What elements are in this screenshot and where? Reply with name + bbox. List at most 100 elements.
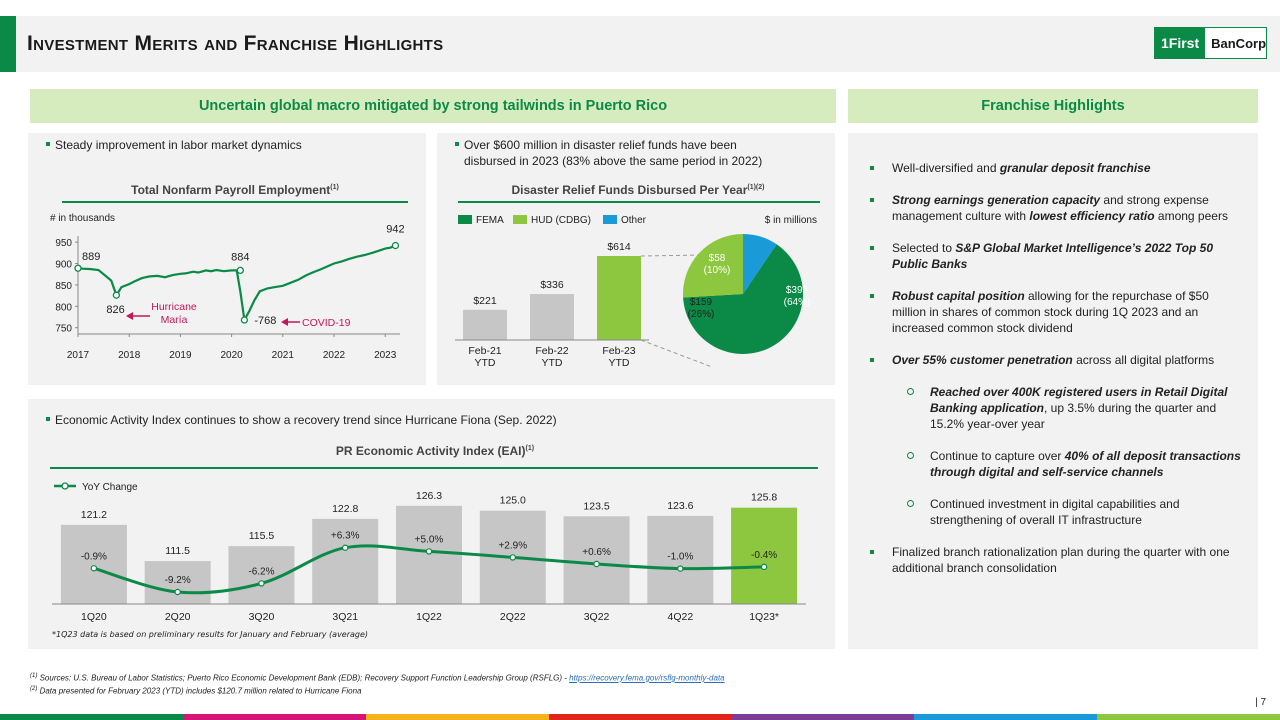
eai-category-label: 3Q21 (332, 611, 358, 623)
relief-category-label: YTD (475, 357, 496, 369)
franchise-subitem-2-text-b: 40% of all deposit transactions through … (930, 449, 1241, 479)
footnote-2: (2) Data presented for February 2023 (YT… (30, 684, 725, 697)
eai-bar-value-label: 122.8 (332, 503, 358, 515)
bullet-circle-icon (907, 388, 914, 395)
relief-bullet-line2: disbursed in 2023 (83% above the same pe… (464, 154, 763, 168)
eai-category-label: 1Q20 (81, 611, 107, 623)
relief-title-rule (458, 201, 820, 203)
relief-pie-pct-label: (64%) (784, 297, 811, 308)
franchise-item-5: Over 55% customer penetration across all… (870, 352, 1242, 368)
eai-yoy-marker (677, 565, 684, 572)
bottom-color-bar (0, 714, 1280, 720)
franchise-list: Well-diversified and granular deposit fr… (870, 160, 1242, 592)
eai-bar-value-label: 111.5 (165, 545, 190, 557)
payroll-x-tick-label: 2017 (67, 350, 90, 361)
legend-hud-swatch (513, 215, 527, 224)
eai-category-label: 4Q22 (667, 611, 693, 623)
color-bar-segment (914, 714, 1098, 720)
eai-bar (563, 516, 630, 604)
eai-yoy-label: -0.9% (81, 551, 107, 562)
franchise-item-6: Finalized branch rationalization plan du… (870, 544, 1242, 576)
relief-category-label: Feb-22 (535, 345, 568, 357)
relief-legend: FEMA HUD (CDBG) Other $ in millions (458, 215, 817, 226)
eai-category-label: 1Q23* (749, 611, 779, 623)
payroll-y-tick-label: 900 (55, 260, 72, 271)
franchise-item-4-text-b: allowing for the repurchase of $50 milli… (892, 289, 1209, 335)
eai-yoy-label: +0.6% (582, 547, 611, 558)
eai-yoy-label: +5.0% (415, 534, 444, 545)
payroll-x-tick-label: 2019 (169, 350, 192, 361)
bullet-square-icon (870, 166, 874, 170)
bullet-square-icon (870, 198, 874, 202)
footnote-1-link[interactable]: https://recovery.fema.gov/rsflg-monthly-… (569, 673, 725, 683)
payroll-title-text: Total Nonfarm Payroll Employment (131, 183, 331, 197)
relief-pie-pct-label: (26%) (688, 309, 715, 320)
eai-footnote: *1Q23 data is based on preliminary resul… (52, 630, 369, 639)
covid-arrow-head-icon (281, 318, 288, 326)
relief-bar (463, 309, 507, 340)
franchise-item-4: Robust capital position allowing for the… (870, 288, 1242, 336)
franchise-item-2-text-b: and strong expense management culture wi… (892, 193, 1209, 223)
eai-yoy-label: -9.2% (165, 575, 191, 586)
franchise-subitem-3: Continued investment in digital capabili… (870, 496, 1242, 528)
eai-yoy-marker (174, 588, 181, 596)
bullet-square-icon (870, 246, 874, 250)
eai-bar-value-label: 126.3 (416, 490, 442, 502)
top-strip (0, 0, 1280, 16)
maria-label: María (161, 314, 188, 326)
eai-legend: YoY Change (54, 482, 138, 493)
franchise-item-5-text-b: across all digital platforms (1072, 353, 1215, 367)
eai-yoy-marker (90, 565, 98, 572)
franchise-item-1-text-b: granular deposit franchise (999, 161, 1151, 175)
relief-pie-slice (743, 234, 777, 294)
legend-fema: FEMA (476, 215, 504, 226)
payroll-y-tick-label: 950 (55, 238, 72, 249)
bullet-square-icon (455, 141, 459, 146)
eai-title-sup: (1) (525, 445, 535, 452)
relief-pie: $396(64%) $159(26%) $58(10%) (682, 234, 811, 354)
eai-bar (60, 524, 127, 604)
eai-bar (731, 507, 798, 604)
payroll-point-label: 826 (106, 304, 124, 316)
eai-category-label: 2Q22 (500, 611, 526, 623)
legend-fema-swatch (458, 215, 472, 224)
payroll-point-marker (240, 316, 249, 324)
logo-mark: 1First (1155, 28, 1206, 58)
franchise-item-3-text-a: Selected to (892, 241, 956, 255)
eai-bullet-text: Economic Activity Index continues to sho… (55, 413, 557, 427)
legend-hud: HUD (CDBG) (531, 215, 591, 226)
relief-pie-value-label: $159 (690, 297, 713, 308)
relief-bar (530, 294, 574, 340)
franchise-item-4-text-a: Robust capital position (892, 289, 1025, 303)
franchise-subitem-1-text-a: Reached over 400K registered users in Re… (930, 385, 1228, 415)
color-bar-segment (0, 714, 183, 720)
covid-annotation: COVID-19 (281, 317, 351, 329)
payroll-point-label: 889 (82, 251, 100, 263)
page-title: Investment Merits and Franchise Highligh… (27, 32, 444, 55)
bullet-square-icon (46, 416, 50, 421)
eai-bullet: Economic Activity Index continues to sho… (46, 412, 557, 428)
title-bar (0, 16, 1280, 72)
bullet-square-icon (870, 550, 874, 554)
relief-title-text: Disaster Relief Funds Disbursed Per Year (511, 183, 748, 197)
relief-category-label: Feb-23 (602, 345, 635, 357)
eai-bars: 121.2 1Q20 111.5 2Q20 115.5 3Q20 122.8 3Q21 126.… (60, 490, 798, 623)
relief-pie-slice (682, 234, 743, 298)
eai-bar (144, 561, 211, 604)
franchise-subitem-1-text-b: , up 3.5% during the quarter and 15.2% y… (930, 401, 1217, 431)
payroll-point-marker (391, 241, 400, 250)
eai-yoy-marker (258, 580, 265, 587)
logo-text: BanCorp (1211, 35, 1267, 51)
eai-yoy-marker (342, 544, 349, 551)
eai-bar-value-label: 123.5 (583, 500, 609, 512)
company-logo: 1First BanCorp (1154, 27, 1267, 59)
footnote-2-text: Data presented for February 2023 (YTD) i… (39, 686, 362, 696)
bullet-circle-icon (907, 500, 914, 507)
payroll-y-tick-label: 750 (55, 324, 72, 335)
payroll-title-sup: (1) (330, 184, 339, 191)
payroll-point-marker (112, 291, 121, 299)
payroll-panel (28, 133, 426, 385)
relief-category-label: YTD (542, 357, 563, 369)
relief-bar-label: $336 (540, 279, 564, 291)
relief-category-label: Feb-21 (468, 345, 501, 357)
